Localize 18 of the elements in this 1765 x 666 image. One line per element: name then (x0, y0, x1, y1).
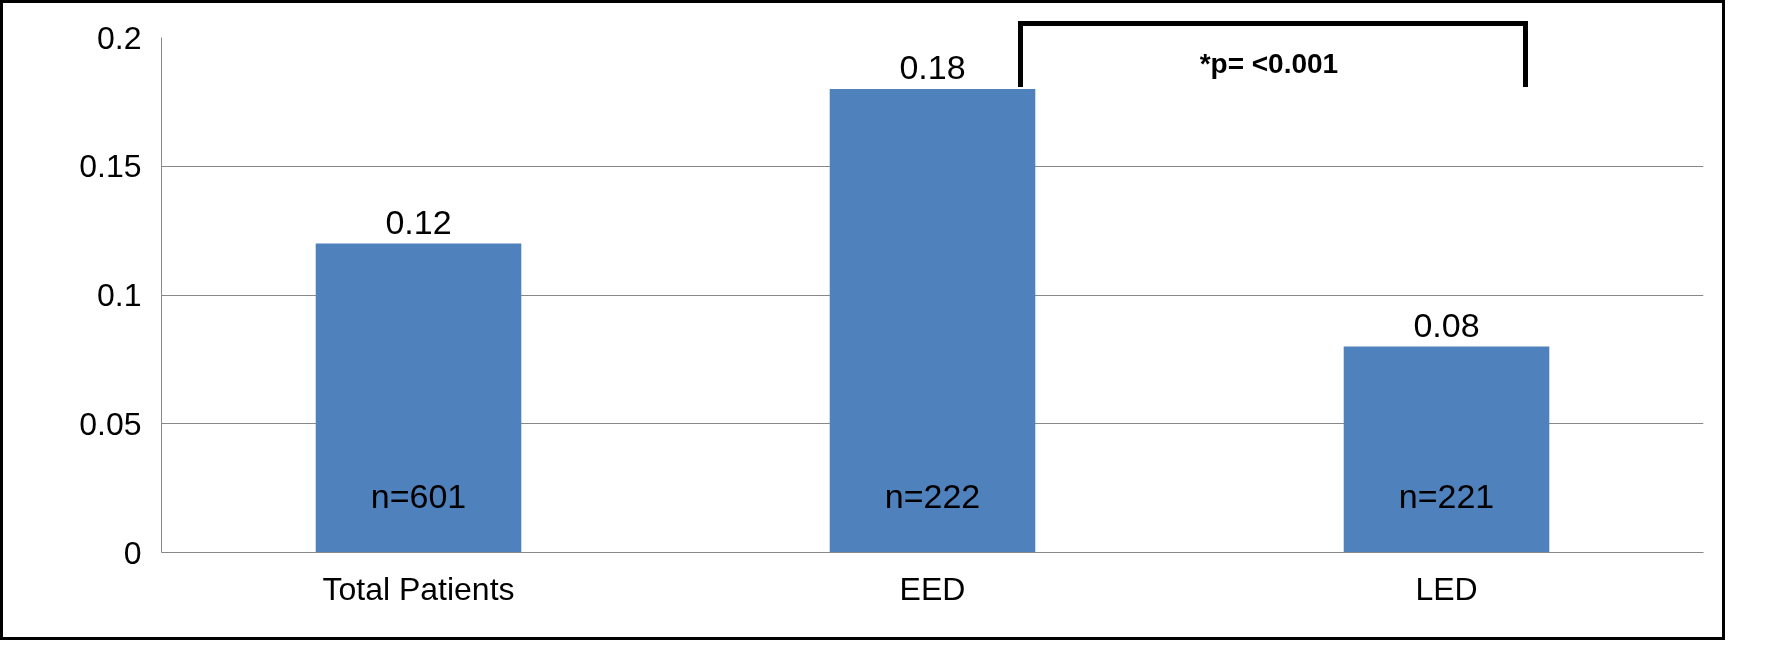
bar (829, 89, 1036, 553)
annotation: n=601 (370, 476, 467, 515)
data-label: 0.08 (1413, 305, 1480, 344)
y-tick-label: 0.15 (79, 148, 142, 185)
data-label: 0.12 (385, 202, 452, 241)
y-tick-label: 0.2 (97, 19, 142, 56)
bar (315, 243, 522, 553)
x-tick-label: Total Patients (322, 570, 515, 607)
y-tick-label: 0.1 (97, 277, 142, 313)
annotation: *p= <0.001 (1199, 47, 1339, 79)
x-tick-label: EED (899, 570, 966, 607)
bar (1343, 346, 1550, 553)
x-tick-label: LED (1415, 570, 1478, 607)
y-tick-label: 0 (123, 534, 142, 571)
y-tick-label: 0.05 (79, 405, 142, 442)
annotation: n=222 (884, 476, 981, 515)
data-label: 0.18 (899, 48, 966, 86)
annotation: n=221 (1398, 476, 1495, 515)
